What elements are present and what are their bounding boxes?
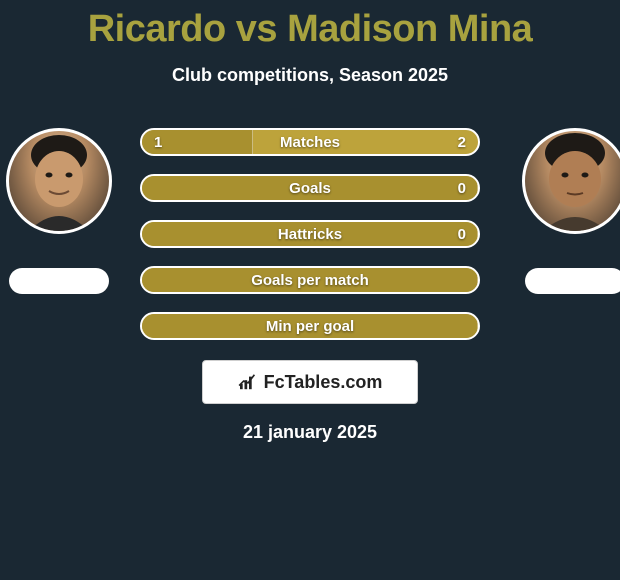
stat-label: Goals per match	[142, 268, 478, 292]
stat-value-right: 0	[458, 222, 466, 246]
stat-bar: Min per goal	[140, 312, 480, 340]
subtitle: Club competitions, Season 2025	[0, 65, 620, 86]
player-right-column	[520, 128, 620, 294]
player-right-avatar	[522, 128, 620, 234]
avatar-placeholder-icon	[9, 131, 109, 231]
player-left-column	[4, 128, 114, 294]
brand-text: FcTables.com	[264, 372, 383, 393]
stat-label: Goals	[142, 176, 478, 200]
stat-value-right: 2	[458, 130, 466, 154]
stat-bar: Goals 0	[140, 174, 480, 202]
stat-label: Matches	[142, 130, 478, 154]
brand-badge: FcTables.com	[202, 360, 418, 404]
player-left-chip	[9, 268, 109, 294]
player-right-chip	[525, 268, 620, 294]
stat-label: Hattricks	[142, 222, 478, 246]
stat-bars: 1 Matches 2 Goals 0 Hattricks 0 Goals pe…	[140, 128, 480, 340]
date-text: 21 january 2025	[0, 422, 620, 443]
stat-bar: Hattricks 0	[140, 220, 480, 248]
stat-bar: 1 Matches 2	[140, 128, 480, 156]
chart-icon	[238, 373, 260, 391]
stat-value-right: 0	[458, 176, 466, 200]
page-title: Ricardo vs Madison Mina	[0, 0, 620, 51]
comparison-area: 1 Matches 2 Goals 0 Hattricks 0 Goals pe…	[0, 128, 620, 340]
avatar-placeholder-icon	[525, 131, 620, 231]
stat-bar: Goals per match	[140, 266, 480, 294]
stat-label: Min per goal	[142, 314, 478, 338]
player-left-avatar	[6, 128, 112, 234]
